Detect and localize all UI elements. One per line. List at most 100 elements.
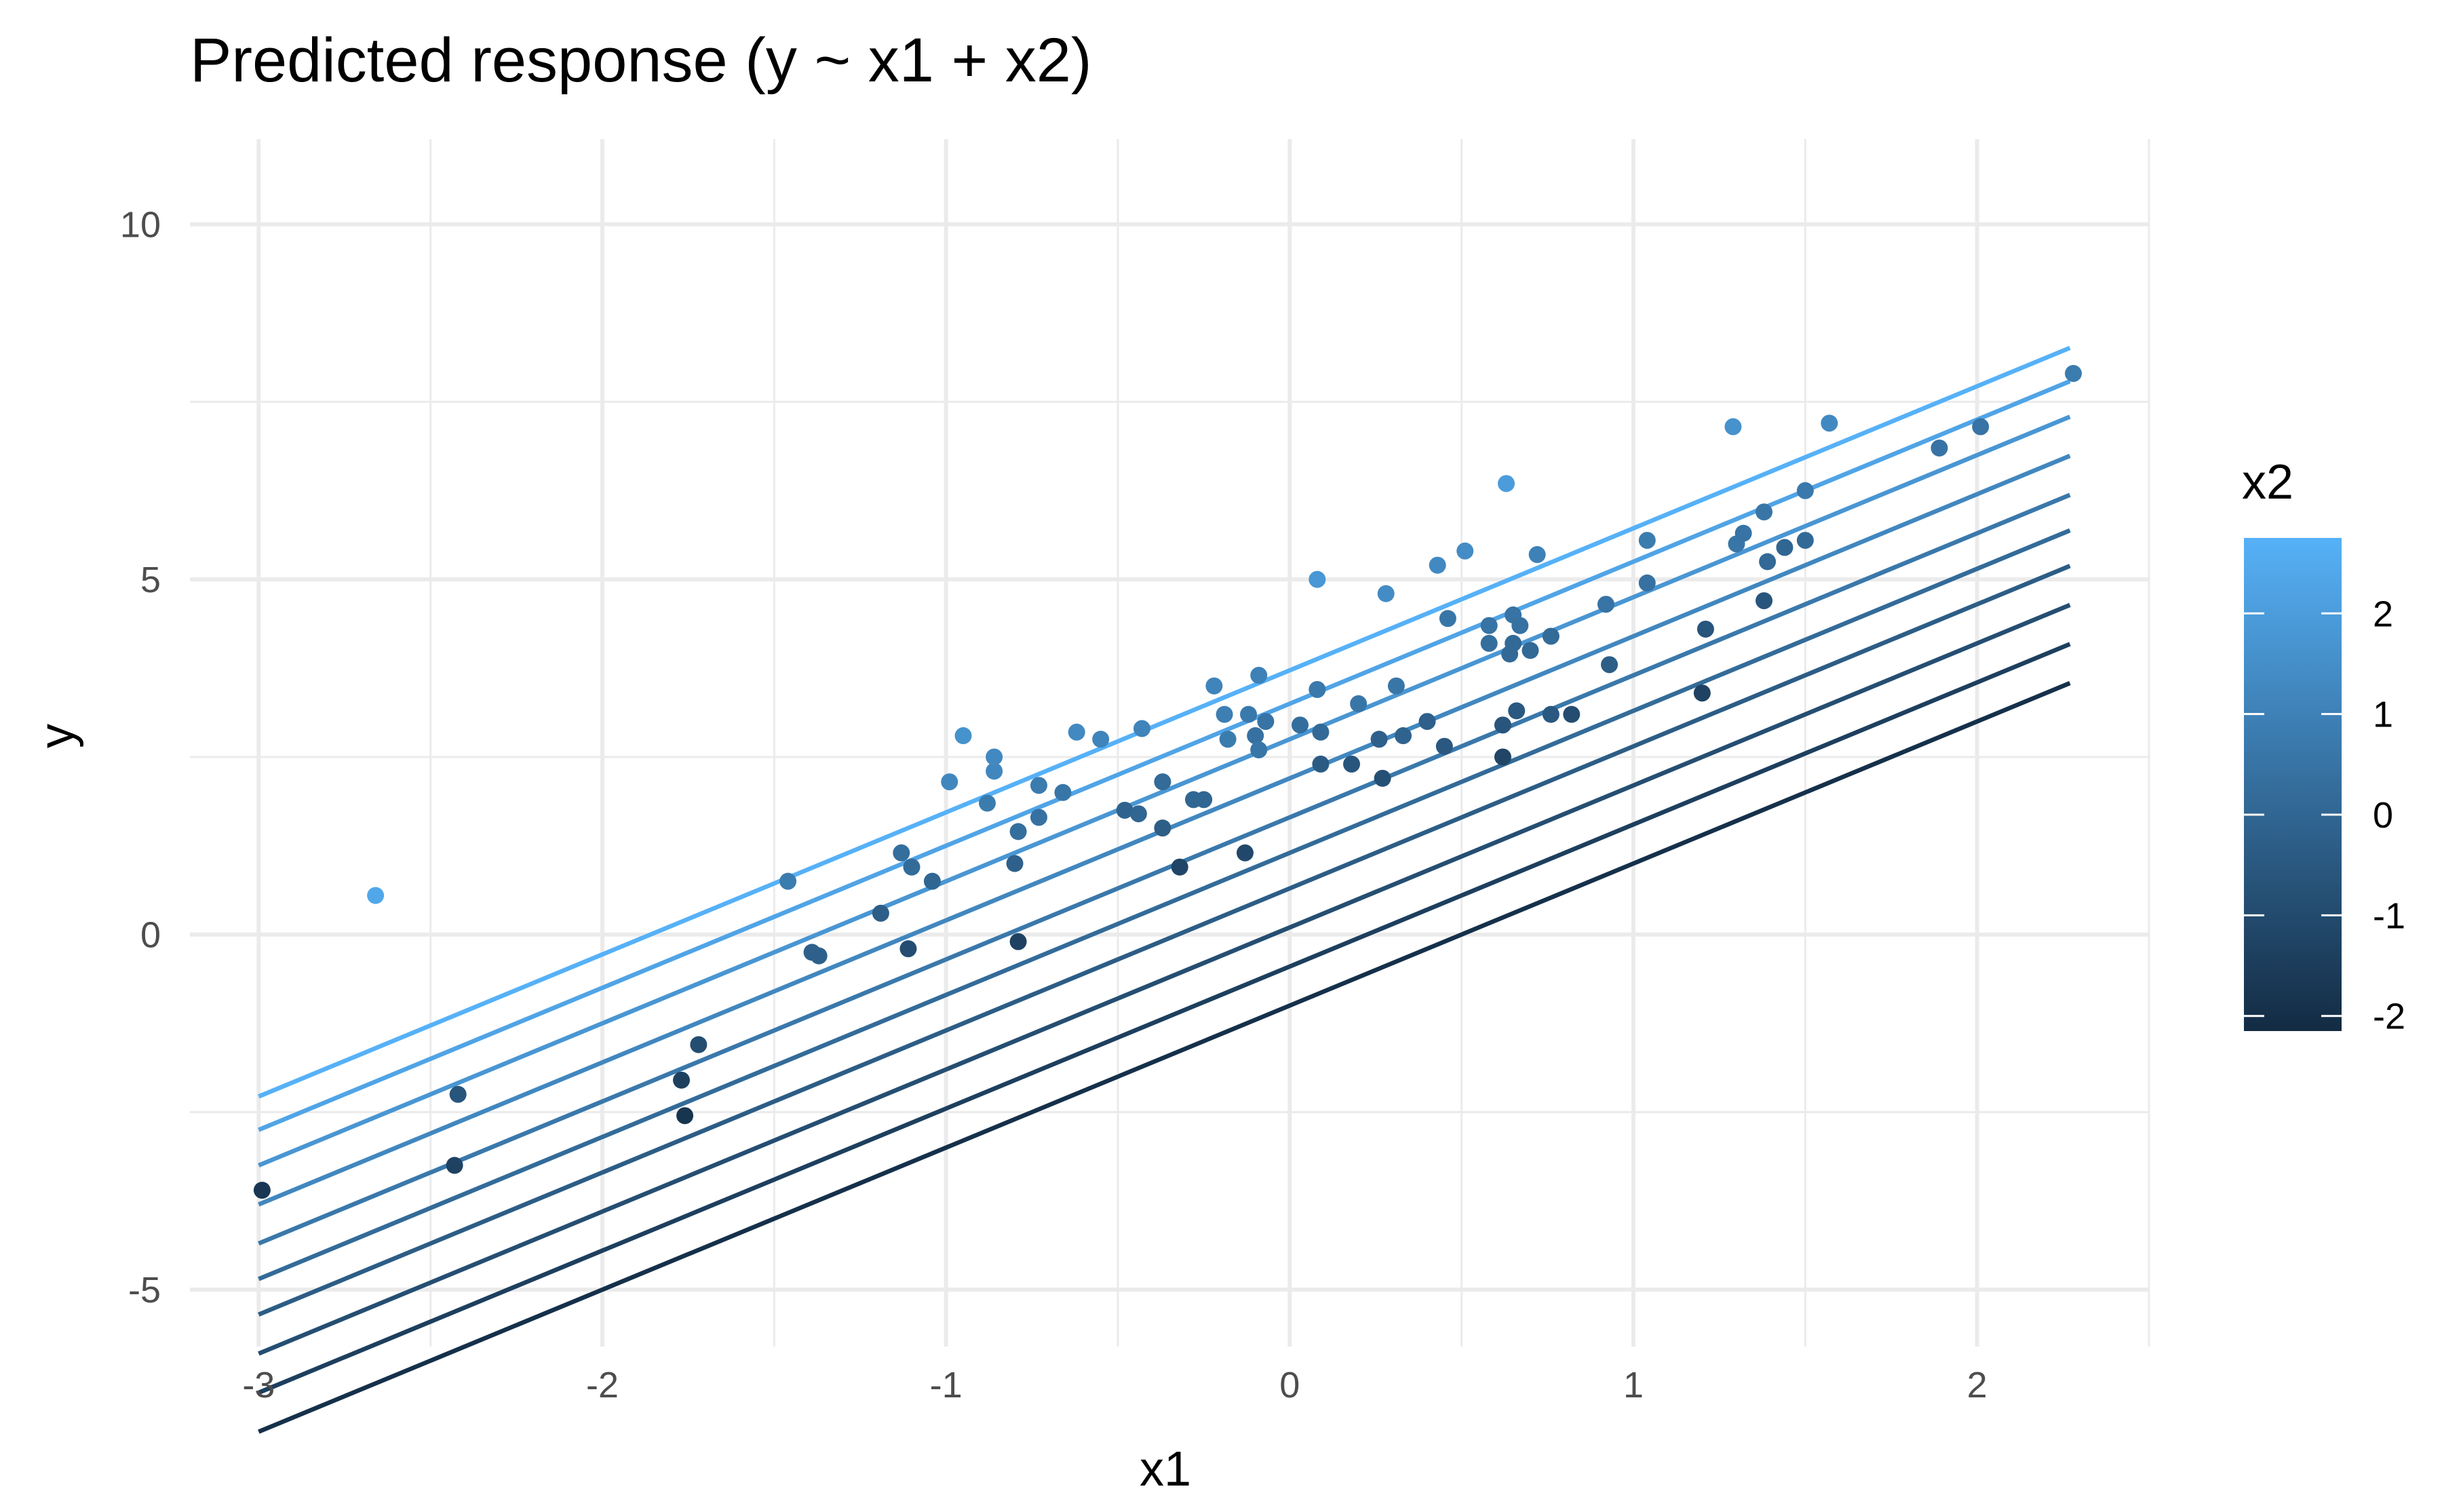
data-point xyxy=(1309,570,1326,588)
data-point xyxy=(893,844,910,861)
colorbar-tick-label: 2 xyxy=(2373,594,2393,634)
x-tick-label: -2 xyxy=(586,1365,619,1406)
data-point xyxy=(1133,720,1150,737)
data-point xyxy=(1195,791,1213,809)
data-point xyxy=(1250,741,1268,758)
colorbar-tick-label: 0 xyxy=(2373,795,2393,836)
data-point xyxy=(1312,755,1330,773)
colorbar-tick-label: -2 xyxy=(2373,996,2405,1037)
grid-lines xyxy=(190,139,2150,1346)
data-point xyxy=(903,858,920,876)
data-point xyxy=(1247,727,1264,745)
data-point xyxy=(941,773,958,791)
data-point xyxy=(2065,365,2082,383)
data-point xyxy=(1508,702,1526,720)
data-point xyxy=(1154,819,1171,837)
data-point xyxy=(1542,627,1559,645)
data-point xyxy=(1435,737,1453,755)
data-point xyxy=(1528,546,1546,564)
data-point xyxy=(1756,592,1773,610)
data-point xyxy=(1219,731,1237,748)
data-point xyxy=(1312,723,1330,741)
data-point xyxy=(1724,418,1742,435)
data-point xyxy=(1068,723,1085,741)
data-point xyxy=(1601,656,1619,674)
data-point xyxy=(1240,705,1258,723)
data-point xyxy=(1171,858,1188,876)
data-point xyxy=(1511,617,1529,634)
y-tick-label: 0 xyxy=(140,915,161,956)
x-tick-label: 0 xyxy=(1279,1365,1300,1406)
data-point xyxy=(1370,731,1388,748)
data-point xyxy=(1734,524,1752,542)
data-point xyxy=(673,1071,691,1089)
data-point xyxy=(1821,414,1838,432)
fitted-line xyxy=(258,681,2071,1434)
data-point xyxy=(1796,482,1814,499)
x-tick-label: 2 xyxy=(1967,1365,1988,1406)
data-point xyxy=(1116,801,1133,819)
data-point xyxy=(872,904,889,922)
data-point xyxy=(1129,805,1147,823)
data-point xyxy=(986,748,1003,766)
data-point xyxy=(1092,731,1110,748)
colorbar-tick-label: 1 xyxy=(2373,695,2393,735)
data-point xyxy=(1374,769,1391,787)
x-axis-title: x1 xyxy=(1140,1442,1191,1496)
fitted-line xyxy=(258,528,2071,1281)
data-point xyxy=(1693,684,1711,702)
data-point xyxy=(1292,716,1309,734)
data-point xyxy=(954,727,972,745)
data-point xyxy=(1776,539,1794,556)
data-point xyxy=(253,1182,271,1199)
data-points xyxy=(253,365,2082,1199)
y-tick-label: 10 xyxy=(120,205,161,246)
data-point xyxy=(923,872,941,890)
data-point xyxy=(1522,642,1539,659)
data-point xyxy=(810,947,828,965)
data-point xyxy=(1429,556,1446,574)
colorbar-ticks: 2 1 0 -1 -2 xyxy=(2244,594,2405,1037)
colorbar xyxy=(2244,538,2342,1031)
fitted-line xyxy=(258,602,2071,1356)
data-point xyxy=(1205,677,1223,695)
x-tick-label: 1 xyxy=(1623,1365,1644,1406)
legend: x2 2 1 0 -1 -2 xyxy=(2242,455,2405,1037)
data-point xyxy=(1498,475,1515,492)
data-point xyxy=(1054,783,1072,801)
data-point xyxy=(1638,532,1656,549)
data-point xyxy=(367,887,385,904)
data-point xyxy=(1756,503,1773,521)
data-point xyxy=(978,794,996,812)
data-point xyxy=(1350,695,1368,712)
x-tick-label: -3 xyxy=(242,1365,275,1406)
data-point xyxy=(690,1036,708,1053)
colorbar-tick-label: -1 xyxy=(2373,895,2405,936)
data-point xyxy=(1796,532,1814,549)
data-point xyxy=(1494,716,1511,734)
fitted-line xyxy=(258,564,2071,1317)
data-point xyxy=(1030,777,1047,794)
data-point xyxy=(779,872,797,890)
fitted-line xyxy=(258,492,2071,1246)
x-tick-labels: -3 -2 -1 0 1 2 xyxy=(242,1365,1987,1406)
data-point xyxy=(1563,705,1581,723)
legend-title: x2 xyxy=(2242,455,2293,509)
y-tick-label: 5 xyxy=(140,560,161,600)
data-point xyxy=(1494,748,1511,766)
data-point xyxy=(1759,553,1777,570)
data-point xyxy=(1418,713,1436,731)
data-point xyxy=(1505,634,1522,652)
data-point xyxy=(986,762,1003,780)
fitted-line xyxy=(258,414,2071,1168)
data-point xyxy=(1697,620,1714,638)
data-point xyxy=(1343,755,1361,773)
data-point xyxy=(1387,677,1405,695)
y-tick-label: -5 xyxy=(128,1270,161,1311)
data-point xyxy=(676,1107,694,1125)
fitted-lines xyxy=(258,345,2071,1434)
data-point xyxy=(1542,705,1559,723)
data-point xyxy=(1456,542,1474,560)
